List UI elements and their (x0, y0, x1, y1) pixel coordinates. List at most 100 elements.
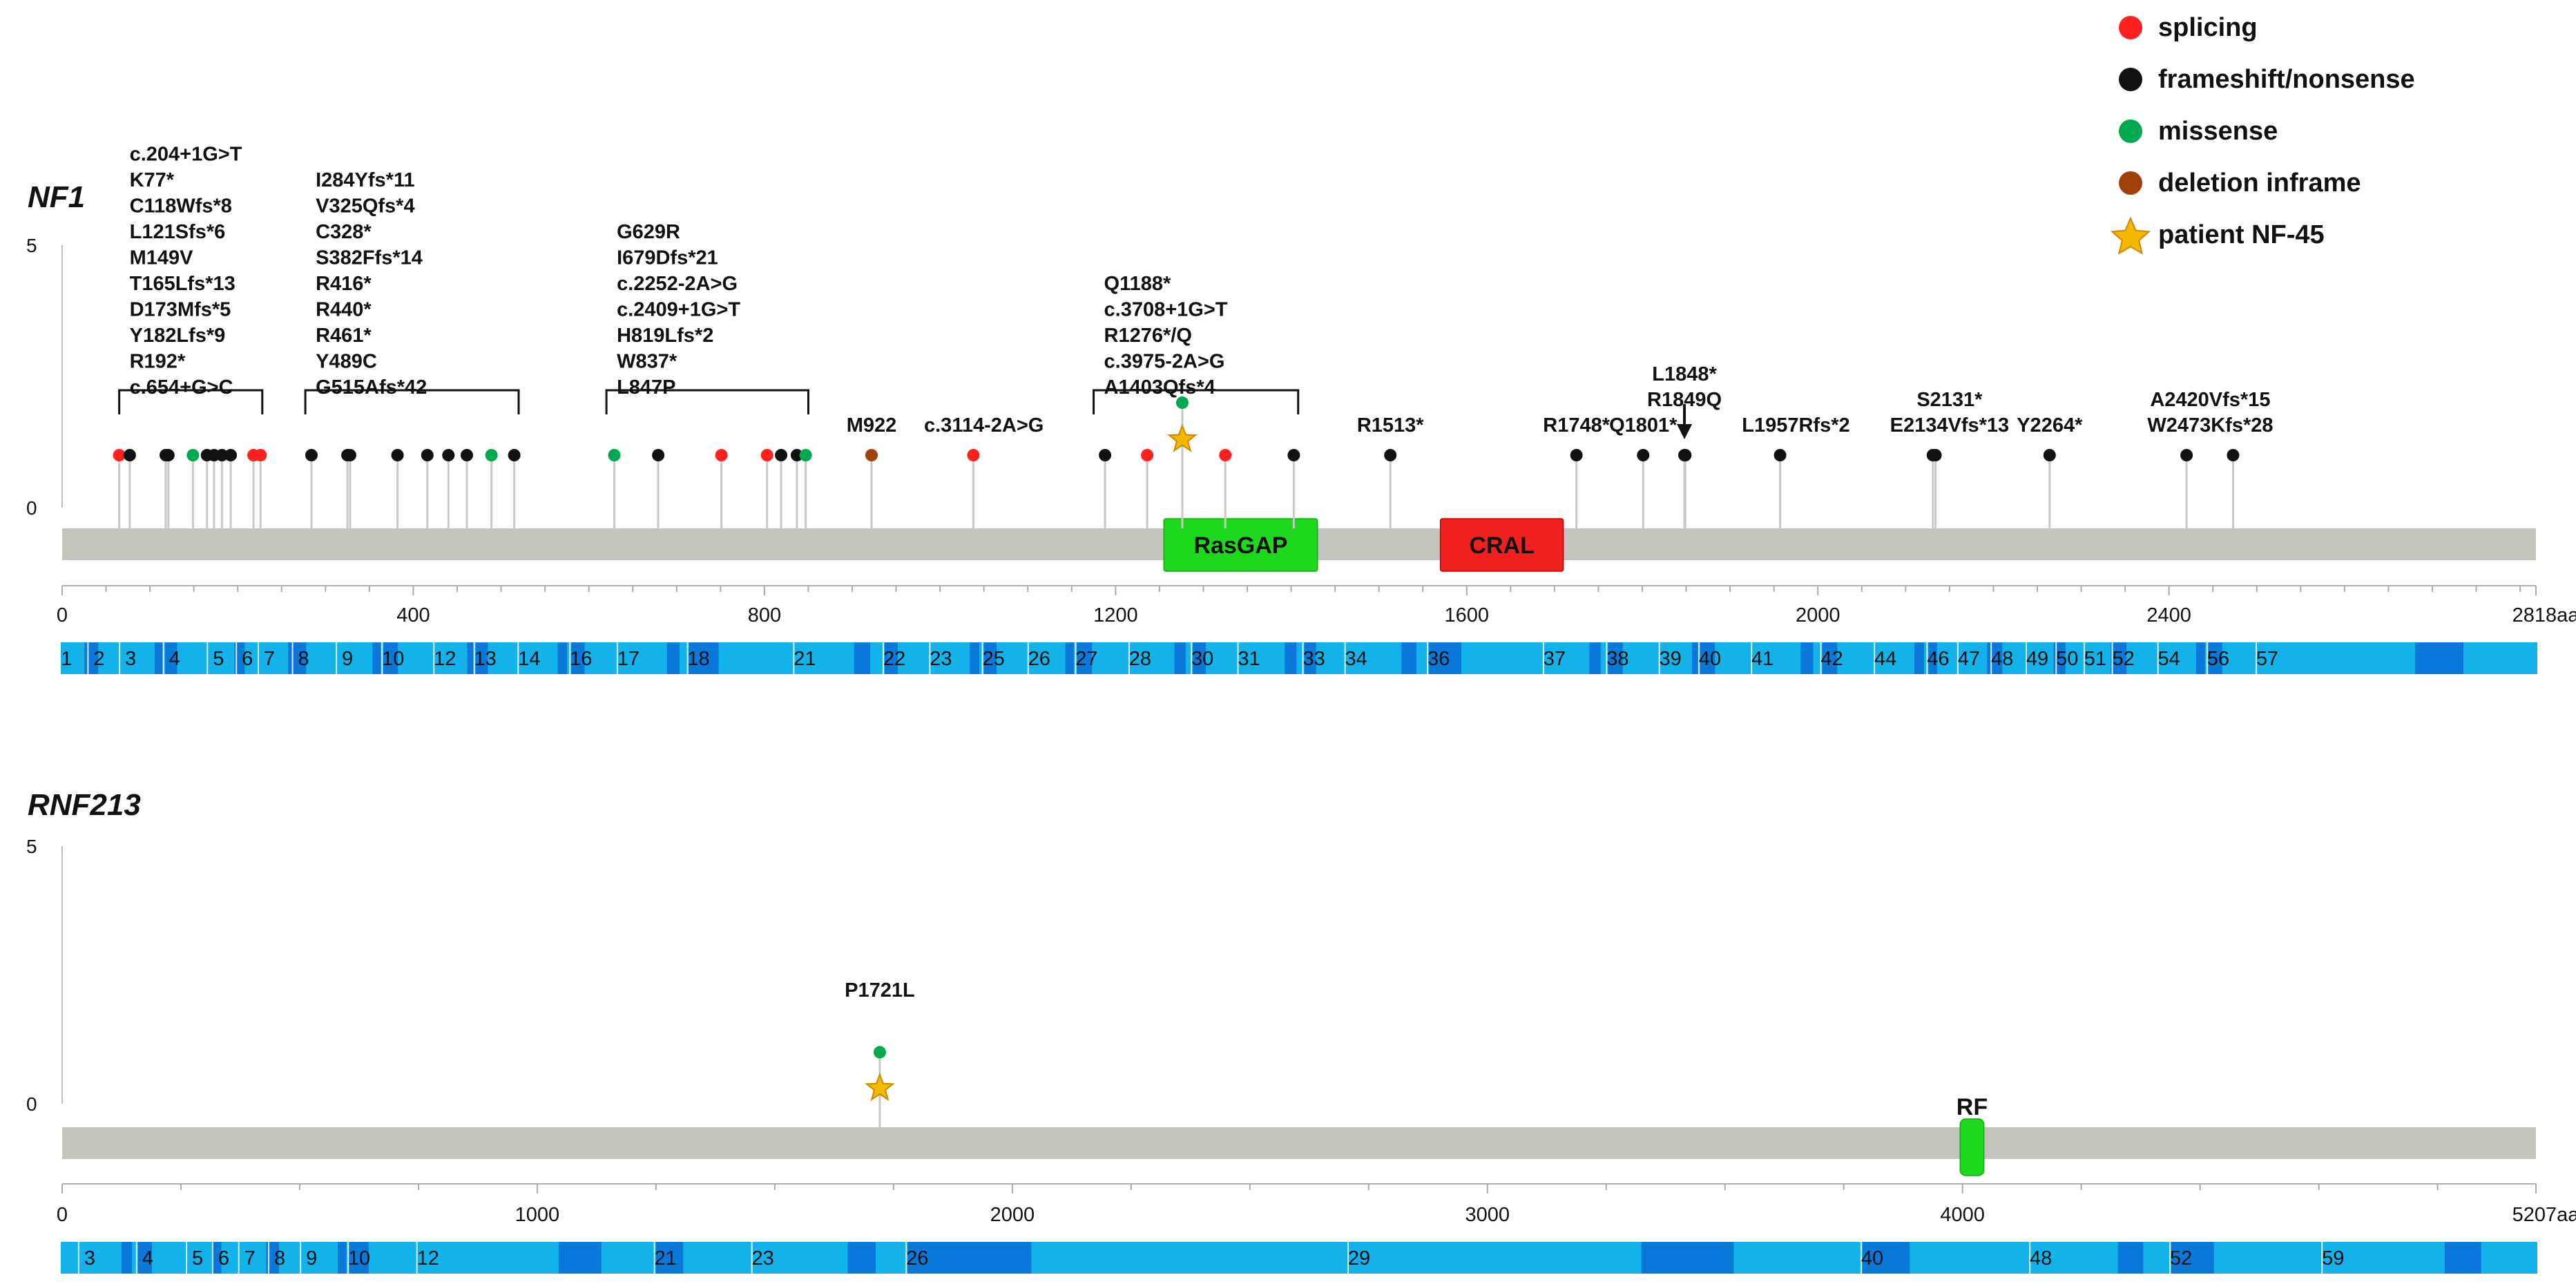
x-tick-label: 800 (748, 604, 781, 626)
exon-block (1304, 642, 1316, 674)
exon-block (467, 642, 474, 674)
mutation-marker (224, 449, 238, 461)
exon-block (2113, 642, 2127, 674)
mutation-label: R440* (316, 299, 372, 321)
mutation-label: L1957Rfs*2 (1742, 414, 1849, 437)
exon-block (1928, 642, 1937, 674)
mutation-marker (485, 449, 498, 461)
exon-block (89, 642, 99, 674)
mutation-marker (421, 449, 434, 461)
mutation-label: C118Wfs*8 (130, 195, 232, 218)
exon-label: 40 (1861, 1247, 1883, 1269)
mutation-marker (460, 449, 473, 461)
legend-label: frameshift/nonsense (2158, 65, 2415, 94)
exon-label: 21 (655, 1247, 677, 1269)
exon-block (2117, 1242, 2144, 1274)
mutation-marker (391, 449, 404, 461)
mutation-marker (113, 449, 126, 461)
exon-label: 56 (2207, 648, 2229, 670)
exon-label: 4 (142, 1247, 153, 1269)
mutation-label: W837* (617, 351, 677, 373)
exon-label: 44 (1874, 648, 1896, 670)
mutation-label: W2473Kfs*28 (2147, 414, 2273, 437)
exon-label: 54 (2158, 648, 2180, 670)
exon-label: 17 (617, 648, 640, 670)
mutation-label: R1276*/Q (1104, 325, 1192, 347)
exon-block (2057, 642, 2066, 674)
mutation-marker (305, 449, 318, 461)
mutation-label: V325Qfs*4 (316, 195, 414, 218)
patient-star-icon (865, 1072, 895, 1102)
x-tick-label: 400 (396, 604, 430, 626)
exon-block (885, 642, 898, 674)
mutation-marker (775, 449, 788, 461)
group-bracket (304, 389, 520, 414)
mutation-label: L121Sfs*6 (130, 221, 226, 243)
exon-block (1692, 642, 1700, 674)
mutation-label: P1721L (845, 979, 915, 1002)
mutation-marker (652, 449, 665, 461)
exon-label: 12 (434, 648, 456, 670)
exon-label: 1 (61, 648, 72, 670)
mutation-marker (1929, 449, 1942, 461)
legend-label: missense (2158, 117, 2278, 146)
mutation-label: R461* (316, 325, 372, 347)
mutation-label: G629R (617, 221, 680, 243)
exon-block (983, 642, 997, 674)
mutation-label: Q1188* (1104, 273, 1171, 295)
mutation-label: Y489C (316, 351, 377, 373)
deletion-legend-marker (2119, 171, 2142, 195)
exon-block (854, 642, 871, 674)
frameshift-legend-marker (2119, 68, 2142, 91)
mutation-marker (1219, 449, 1232, 461)
exon-label: 27 (1075, 648, 1097, 670)
mutation-marker (2180, 449, 2193, 461)
exon-label: 10 (382, 648, 404, 670)
exon-block (1077, 642, 1093, 674)
exon-label: 18 (687, 648, 709, 670)
exon-block (1429, 642, 1462, 674)
exon-block (1174, 642, 1186, 674)
exon-label: 14 (518, 648, 540, 670)
mutation-marker (1679, 449, 1692, 461)
legend-item-splicing: splicing (2119, 13, 2258, 42)
exon-label: 7 (264, 648, 275, 670)
exon-label: 37 (1544, 648, 1566, 670)
mutation-marker (186, 449, 200, 461)
mutation-label: E2134Vfs*13 (1890, 414, 2010, 437)
exon-block (122, 1242, 133, 1274)
exon-block (2444, 1242, 2481, 1274)
exon-label: 2 (93, 648, 104, 670)
exon-label: 49 (2026, 648, 2048, 670)
mutation-label: I284Yfs*11 (316, 169, 415, 191)
exon-label: 41 (1751, 648, 1774, 670)
mutation-label: L1848* (1652, 363, 1717, 385)
mutation-label: L847P (617, 376, 675, 399)
exon-label: 51 (2084, 648, 2106, 670)
mutation-label: c.2409+1G>T (617, 299, 740, 321)
domain-label: CRAL (1469, 533, 1534, 559)
legend: splicing frameshift/nonsense missense de… (2111, 13, 2415, 255)
y-tick-label: 0 (26, 497, 37, 519)
mutation-marker (162, 449, 175, 461)
gene-title: NF1 (28, 180, 85, 214)
exon-block (1800, 642, 1814, 674)
mutation-marker (967, 449, 980, 461)
exon-label: 40 (1699, 648, 1721, 670)
mutation-label: Q1801* (1609, 414, 1678, 437)
mutation-marker (2227, 449, 2240, 461)
x-tick-label: 0 (57, 1204, 68, 1226)
exon-block (1589, 642, 1601, 674)
patient-star-icon (1167, 423, 1198, 452)
mutation-marker (1287, 449, 1300, 461)
mutation-marker (343, 449, 356, 461)
exon-block (372, 642, 381, 674)
mutation-label: K77* (130, 169, 175, 191)
exon-block (164, 642, 177, 674)
splicing-legend-marker (2119, 16, 2142, 39)
exon-block (1987, 642, 1994, 674)
group-bracket (605, 389, 809, 414)
legend-label: splicing (2158, 13, 2258, 42)
gene-title: RNF213 (28, 788, 141, 822)
exon-label: 28 (1129, 648, 1151, 670)
